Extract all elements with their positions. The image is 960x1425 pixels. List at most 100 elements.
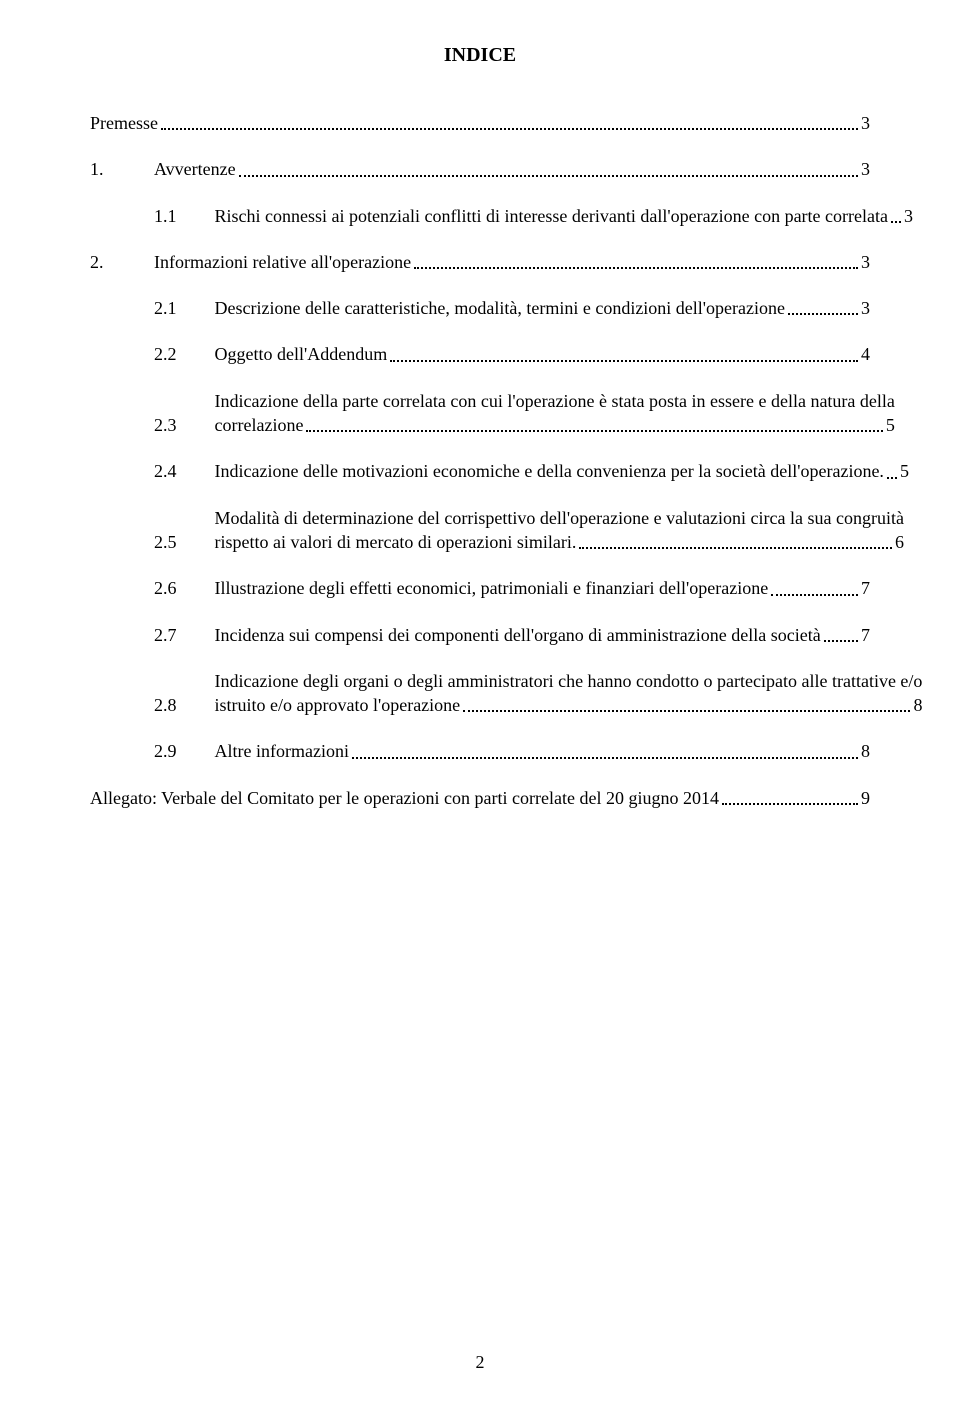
toc-entry-body: Indicazione della parte correlata con cu…	[215, 389, 895, 438]
toc-leader	[722, 803, 858, 805]
toc-page-number: 8	[861, 739, 870, 763]
toc-page-number: 5	[886, 413, 895, 437]
toc-entry: 2.8Indicazione degli organi o degli ammi…	[90, 669, 870, 718]
toc-entry-line: Premesse 3	[90, 111, 870, 135]
toc-leader	[390, 360, 858, 362]
toc-entry-number: 2.8	[154, 693, 215, 717]
toc-entry-text: Indicazione della parte correlata con cu…	[215, 389, 895, 413]
toc-entry-body: Allegato: Verbale del Comitato per le op…	[90, 786, 870, 810]
toc-leader	[788, 313, 858, 315]
toc-leader	[352, 757, 858, 759]
toc-entry: 2.Informazioni relative all'operazione 3	[90, 250, 870, 274]
toc-entry-body: Descrizione delle caratteristiche, modal…	[215, 296, 871, 320]
toc-entry-line: Incidenza sui compensi dei componenti de…	[215, 623, 871, 647]
toc-entry-number: 1.	[90, 157, 154, 181]
toc-entry-text: Allegato: Verbale del Comitato per le op…	[90, 786, 719, 810]
toc-entry: 1.1Rischi connessi ai potenziali conflit…	[90, 204, 870, 228]
toc-entry-line: Modalità di determinazione del corrispet…	[215, 506, 904, 530]
toc-leader	[891, 221, 901, 223]
toc-page-number: 3	[904, 204, 913, 228]
toc-leader	[463, 710, 910, 712]
toc-page-number: 9	[861, 786, 870, 810]
toc-entry-line: Indicazione delle motivazioni economiche…	[215, 459, 909, 483]
toc-entry: Allegato: Verbale del Comitato per le op…	[90, 786, 870, 810]
toc-entry-line: Avvertenze 3	[154, 157, 870, 181]
toc-entry-line: Allegato: Verbale del Comitato per le op…	[90, 786, 870, 810]
toc-leader	[161, 128, 858, 130]
toc-entry-text: Indicazione degli organi o degli amminis…	[215, 669, 923, 693]
toc-entry: 1.Avvertenze 3	[90, 157, 870, 181]
toc-entry-body: Rischi connessi ai potenziali conflitti …	[215, 204, 914, 228]
toc-entry-line: Descrizione delle caratteristiche, modal…	[215, 296, 871, 320]
toc-entry-number: 1.1	[154, 204, 215, 228]
toc-entry-number: 2.2	[154, 342, 215, 366]
toc-entry-text: Altre informazioni	[215, 739, 349, 763]
toc-entry-body: Avvertenze 3	[154, 157, 870, 181]
toc-leader	[824, 640, 858, 642]
toc-page-number: 3	[861, 296, 870, 320]
toc-entry: 2.7Incidenza sui compensi dei componenti…	[90, 623, 870, 647]
toc-entry-line: Oggetto dell'Addendum 4	[215, 342, 871, 366]
toc-leader	[306, 430, 882, 432]
toc-entry-body: Illustrazione degli effetti economici, p…	[215, 576, 871, 600]
toc-entry-text: Avvertenze	[154, 157, 236, 181]
toc-entry-number: 2.5	[154, 530, 215, 554]
toc-entry: 2.6Illustrazione degli effetti economici…	[90, 576, 870, 600]
toc-entry-text: istruito e/o approvato l'operazione	[215, 693, 461, 717]
toc-entry: 2.2Oggetto dell'Addendum 4	[90, 342, 870, 366]
toc-entry-body: Altre informazioni 8	[215, 739, 871, 763]
toc-entry-body: Indicazione degli organi o degli amminis…	[215, 669, 923, 718]
toc-leader	[771, 594, 858, 596]
toc-page-number: 7	[861, 623, 870, 647]
toc-entry-number: 2.	[90, 250, 154, 274]
toc-entry-text: Rischi connessi ai potenziali conflitti …	[215, 204, 889, 228]
toc-entry: Premesse 3	[90, 111, 870, 135]
toc-entry-number: 2.3	[154, 413, 215, 437]
toc-entry-line: Illustrazione degli effetti economici, p…	[215, 576, 871, 600]
toc-entry-number: 2.4	[154, 459, 215, 483]
toc-entry-text: rispetto ai valori di mercato di operazi…	[215, 530, 577, 554]
toc-entry-body: Modalità di determinazione del corrispet…	[215, 506, 904, 555]
footer-page-number: 2	[0, 1352, 960, 1373]
toc-entry-line: Indicazione degli organi o degli amminis…	[215, 669, 923, 693]
toc-entry-number: 2.7	[154, 623, 215, 647]
toc-entry-number: 2.9	[154, 739, 215, 763]
toc-entry-body: Incidenza sui compensi dei componenti de…	[215, 623, 871, 647]
toc-entry: 2.4Indicazione delle motivazioni economi…	[90, 459, 870, 483]
toc-entry-line: istruito e/o approvato l'operazione 8	[215, 693, 923, 717]
toc-entry-body: Indicazione delle motivazioni economiche…	[215, 459, 909, 483]
toc-page-number: 8	[913, 693, 922, 717]
toc-page-number: 3	[861, 250, 870, 274]
toc-leader	[239, 175, 858, 177]
toc-entry-text: Modalità di determinazione del corrispet…	[215, 506, 904, 530]
toc-entry-line: Indicazione della parte correlata con cu…	[215, 389, 895, 413]
page-title: INDICE	[90, 44, 870, 67]
toc-entry-text: Oggetto dell'Addendum	[215, 342, 388, 366]
toc-entry-number: 2.1	[154, 296, 215, 320]
toc-page-number: 7	[861, 576, 870, 600]
toc-entry-line: Altre informazioni 8	[215, 739, 871, 763]
toc-entry-text: Indicazione delle motivazioni economiche…	[215, 459, 884, 483]
toc-entry-line: correlazione 5	[215, 413, 895, 437]
toc-entry-text: Illustrazione degli effetti economici, p…	[215, 576, 769, 600]
toc-entry: 2.3Indicazione della parte correlata con…	[90, 389, 870, 438]
toc-entry-text: correlazione	[215, 413, 304, 437]
toc-page-number: 6	[895, 530, 904, 554]
toc-entry-text: Descrizione delle caratteristiche, modal…	[215, 296, 786, 320]
toc-entry-number: 2.6	[154, 576, 215, 600]
toc-entry: 2.1Descrizione delle caratteristiche, mo…	[90, 296, 870, 320]
toc-entry-line: Informazioni relative all'operazione 3	[154, 250, 870, 274]
toc-entry-line: Rischi connessi ai potenziali conflitti …	[215, 204, 914, 228]
toc-entry-body: Oggetto dell'Addendum 4	[215, 342, 871, 366]
toc-page-number: 3	[861, 111, 870, 135]
toc-entry: 2.5Modalità di determinazione del corris…	[90, 506, 870, 555]
toc-leader	[414, 267, 858, 269]
toc-entry: 2.9Altre informazioni 8	[90, 739, 870, 763]
toc-container: Premesse 31.Avvertenze 31.1Rischi connes…	[90, 111, 870, 810]
toc-entry-body: Informazioni relative all'operazione 3	[154, 250, 870, 274]
toc-leader	[887, 477, 897, 479]
toc-page-number: 5	[900, 459, 909, 483]
toc-page-number: 3	[861, 157, 870, 181]
toc-leader	[579, 547, 892, 549]
toc-entry-text: Premesse	[90, 111, 158, 135]
